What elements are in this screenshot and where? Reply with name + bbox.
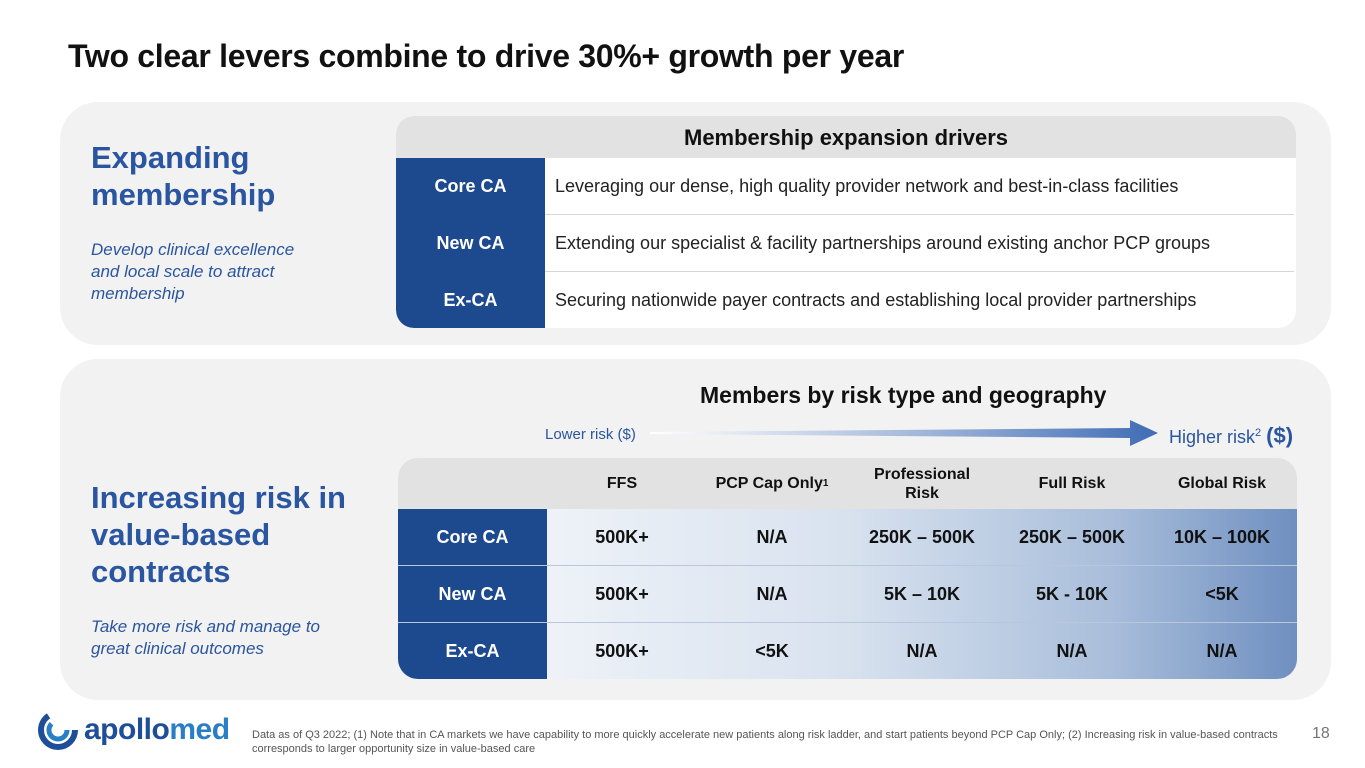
column-header-line2: Risk: [905, 484, 939, 502]
risk-heading-line3: contracts: [91, 554, 231, 589]
column-header-line1: Professional: [873, 465, 971, 483]
apollomed-logo-icon: [38, 710, 78, 750]
row-divider: [398, 622, 1297, 623]
risk-heading-line1: Increasing risk in: [91, 480, 346, 515]
table-cell: N/A: [906, 640, 938, 661]
membership-drivers-table: Membership expansion drivers Core CA Lev…: [396, 116, 1296, 328]
row-divider: [545, 214, 1294, 215]
risk-table-header: FFS PCP Cap Only 1 Professional Risk Full…: [398, 458, 1297, 509]
table-cell: 5K - 10K: [1035, 584, 1109, 604]
table-cell: 5K – 10K: [883, 584, 961, 604]
membership-subtitle-line1: Develop clinical excellence: [91, 240, 295, 259]
table-cell: 250K – 500K: [1018, 527, 1126, 547]
table-row: Ex-CA 500K+ <5K N/A N/A N/A: [398, 623, 1297, 679]
logo-wordmark-part1: apollo: [84, 713, 170, 746]
column-header: FFS: [606, 475, 638, 492]
table-row: Ex-CA Securing nationwide payer contract…: [396, 272, 1296, 328]
row-tag: Ex-CA: [398, 623, 547, 679]
page-title: Two clear levers combine to drive 30%+ g…: [68, 38, 904, 74]
membership-heading-line2: membership: [91, 177, 276, 212]
row-tag: Ex-CA: [396, 272, 545, 328]
table-row: Core CA 500K+ N/A 250K – 500K 250K – 500…: [398, 509, 1297, 566]
table-cell: 500K+: [595, 584, 649, 604]
table-cell: N/A: [1056, 640, 1088, 661]
risk-arrow-icon: [650, 420, 1158, 446]
apollomed-logo: apollomed: [38, 710, 230, 750]
table-cell: <5K: [755, 640, 789, 661]
row-divider: [545, 271, 1294, 272]
table-cell: 500K+: [595, 640, 649, 661]
table-cell: 250K – 500K: [868, 527, 976, 547]
risk-heading-line2: value-based: [91, 517, 271, 552]
logo-wordmark-part2: med: [169, 713, 230, 746]
membership-table-title: Membership expansion drivers: [396, 116, 1296, 158]
membership-subtitle: Develop clinical excellence and local sc…: [91, 239, 294, 305]
higher-risk-label: Higher risk2 ($): [1169, 423, 1293, 449]
membership-subtitle-line2: and local scale to attract: [91, 262, 275, 281]
page-number: 18: [1312, 725, 1330, 742]
row-divider: [398, 565, 1297, 566]
row-tag: New CA: [396, 215, 545, 272]
membership-heading: Expanding membership: [91, 139, 275, 213]
row-tag: Core CA: [398, 509, 547, 566]
lower-risk-label: Lower risk ($): [545, 426, 636, 443]
risk-table-body: [547, 509, 1297, 679]
table-cell: N/A: [756, 527, 788, 547]
table-cell: N/A: [756, 584, 788, 604]
table-row: Core CA Leveraging our dense, high quali…: [396, 158, 1296, 215]
table-row: New CA Extending our specialist & facili…: [396, 215, 1296, 272]
risk-subtitle-line1: Take more risk and manage to: [91, 617, 320, 636]
table-cell: 500K+: [595, 527, 649, 547]
risk-table-title: Members by risk type and geography: [700, 382, 1107, 408]
risk-heading: Increasing risk in value-based contracts: [91, 479, 346, 590]
table-cell: 10K – 100K: [1173, 527, 1271, 547]
row-description: Leveraging our dense, high quality provi…: [555, 176, 1179, 196]
higher-risk-symbol: ($): [1266, 423, 1294, 448]
membership-subtitle-line3: membership: [91, 284, 185, 303]
higher-risk-text: Higher risk: [1169, 427, 1256, 447]
risk-subtitle-line2: great clinical outcomes: [91, 639, 264, 658]
row-description: Extending our specialist & facility part…: [555, 233, 1211, 253]
column-header-text: PCP Cap Only: [715, 475, 823, 492]
table-cell: <5K: [1205, 584, 1239, 604]
membership-heading-line1: Expanding: [91, 140, 250, 175]
row-tag: New CA: [398, 566, 547, 623]
risk-subtitle: Take more risk and manage to great clini…: [91, 616, 320, 660]
footnote: Data as of Q3 2022; (1) Note that in CA …: [252, 729, 1278, 755]
table-cell: N/A: [1206, 640, 1238, 661]
column-header-footnote: 1: [822, 478, 829, 489]
row-description: Securing nationwide payer contracts and …: [555, 290, 1197, 310]
higher-risk-footnote: 2: [1255, 427, 1262, 439]
risk-table: FFS PCP Cap Only 1 Professional Risk Full…: [398, 458, 1297, 679]
row-tag: Core CA: [396, 158, 545, 215]
column-header: PCP Cap Only 1: [697, 458, 847, 509]
table-row: New CA 500K+ N/A 5K – 10K 5K - 10K <5K: [398, 566, 1297, 623]
logo-wordmark: apollomed: [84, 713, 230, 747]
column-header: Global Risk: [1177, 475, 1267, 492]
column-header: Full Risk: [1038, 475, 1106, 492]
column-header: Professional Risk: [847, 458, 997, 509]
